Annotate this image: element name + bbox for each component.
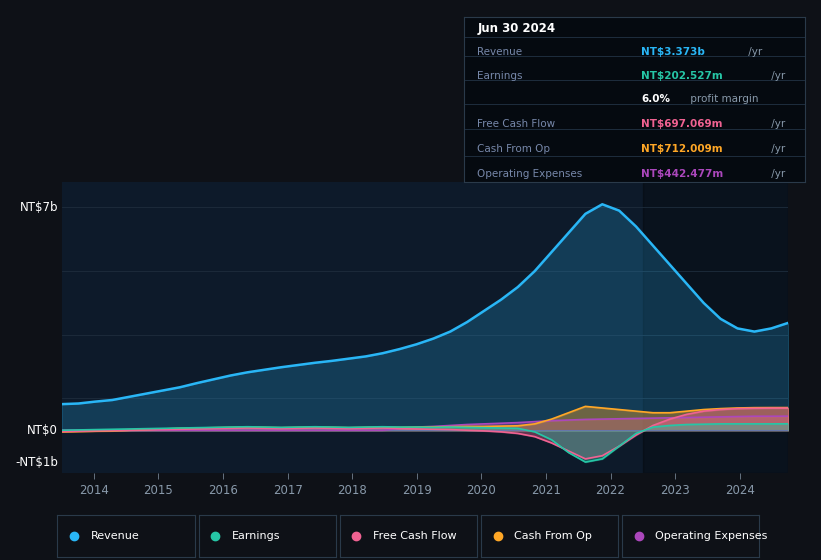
Text: Revenue: Revenue: [478, 46, 523, 57]
Text: /yr: /yr: [768, 169, 786, 179]
Text: /yr: /yr: [768, 144, 786, 154]
Text: NT$712.009m: NT$712.009m: [641, 144, 722, 154]
Text: NT$7b: NT$7b: [20, 201, 58, 214]
Text: Cash From Op: Cash From Op: [514, 531, 592, 541]
Text: NT$3.373b: NT$3.373b: [641, 46, 705, 57]
Text: NT$202.527m: NT$202.527m: [641, 71, 722, 81]
Text: Jun 30 2024: Jun 30 2024: [478, 22, 556, 35]
Text: Free Cash Flow: Free Cash Flow: [478, 119, 556, 129]
Text: NT$0: NT$0: [27, 424, 58, 437]
Text: NT$697.069m: NT$697.069m: [641, 119, 722, 129]
Text: Operating Expenses: Operating Expenses: [478, 169, 583, 179]
Text: /yr: /yr: [768, 119, 786, 129]
Text: NT$442.477m: NT$442.477m: [641, 169, 723, 179]
Text: Revenue: Revenue: [90, 531, 139, 541]
Text: Operating Expenses: Operating Expenses: [655, 531, 768, 541]
Bar: [643, 182, 788, 473]
Text: Earnings: Earnings: [232, 531, 280, 541]
Text: Free Cash Flow: Free Cash Flow: [373, 531, 456, 541]
Text: /yr: /yr: [745, 46, 763, 57]
Text: 6.0%: 6.0%: [641, 94, 670, 104]
Text: profit margin: profit margin: [687, 94, 759, 104]
Text: Earnings: Earnings: [478, 71, 523, 81]
Text: Cash From Op: Cash From Op: [478, 144, 551, 154]
Text: /yr: /yr: [768, 71, 786, 81]
Text: -NT$1b: -NT$1b: [15, 456, 58, 469]
